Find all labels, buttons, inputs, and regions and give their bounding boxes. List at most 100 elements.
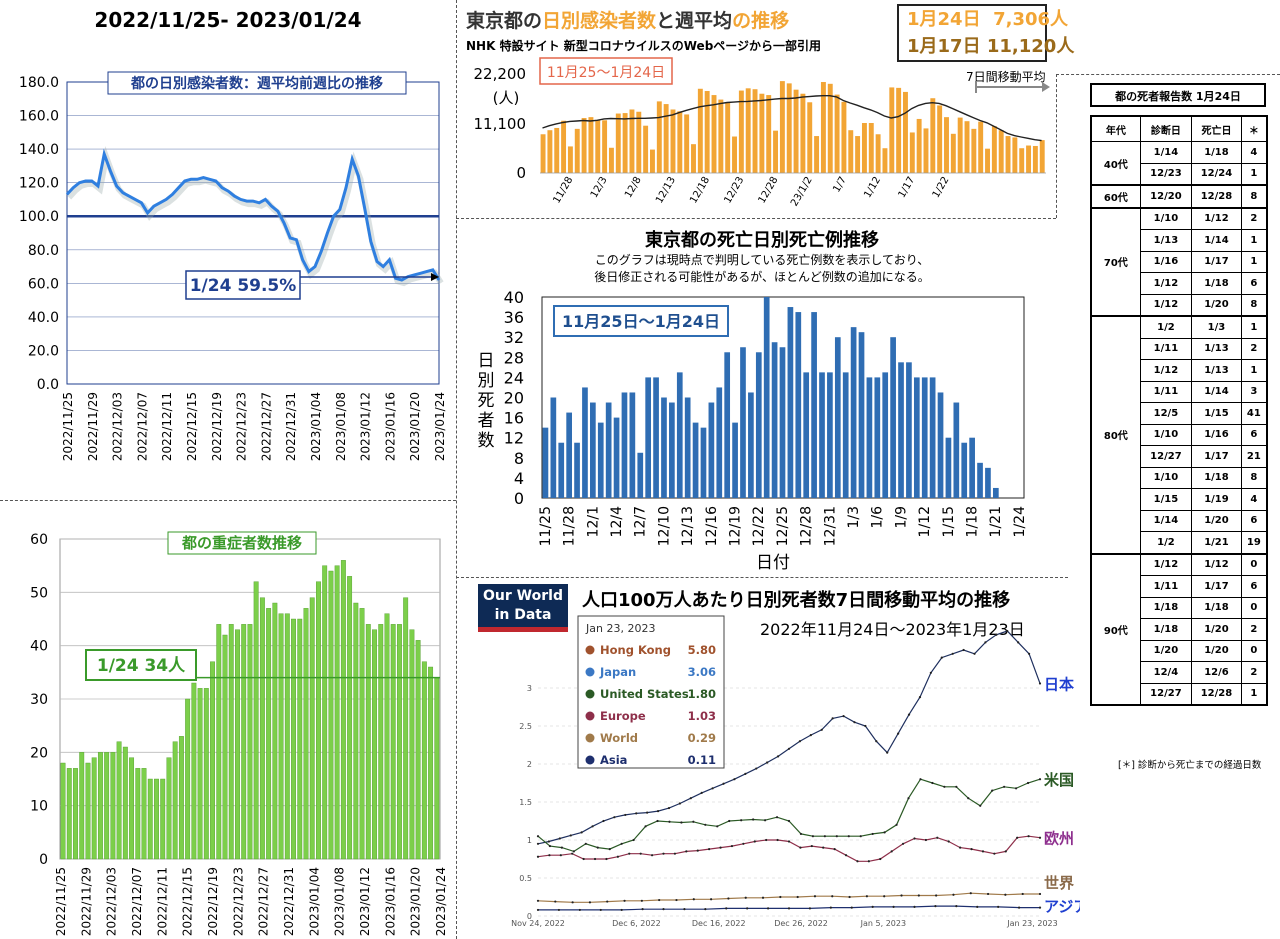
series-point: [536, 835, 540, 838]
case-bar: [1005, 136, 1011, 173]
severe-bar: [60, 762, 66, 860]
series-point: [809, 734, 812, 737]
x-tick-label: 1/15: [941, 506, 957, 537]
summary-line-2: 1月17日 11,120人: [907, 33, 1074, 60]
y-tick-label: 2.5: [519, 722, 532, 731]
table-row: 12/5 1/15 41: [1091, 402, 1268, 425]
series-point: [970, 848, 973, 851]
end-label-japan: 日本: [1044, 675, 1074, 693]
series-point: [844, 854, 848, 857]
series-point: [991, 789, 994, 792]
ratio-series-line: [65, 148, 441, 282]
death-bar: [890, 337, 896, 498]
severe-bar: [160, 778, 166, 860]
case-bar: [848, 130, 854, 173]
y-tick-label: 120.0: [19, 176, 59, 192]
series-point: [593, 857, 597, 861]
x-tick-label: 2022/12/31: [284, 392, 298, 461]
y-tick-label: 0: [514, 489, 524, 508]
diagnosis-date-cell: 1/2: [1139, 531, 1193, 554]
series-point: [850, 906, 853, 909]
case-bar: [964, 121, 970, 173]
series-point: [1038, 906, 1042, 909]
x-tick-label: 2023/01/12: [358, 867, 372, 936]
death-bar: [874, 377, 881, 498]
series-point: [853, 721, 856, 724]
series-point: [571, 901, 574, 904]
legend-series-name: Hong Kong: [600, 643, 671, 657]
death-bar: [550, 397, 557, 498]
y-tick-label: 16: [504, 409, 524, 428]
series-point: [1038, 836, 1042, 839]
x-tick-label: 2022/12/19: [206, 867, 220, 936]
case-bar: [656, 101, 662, 173]
death-date-cell: 1/18: [1191, 466, 1242, 489]
case-bar: [684, 114, 690, 173]
case-bar: [711, 95, 717, 173]
legend-date: Jan 23, 2023: [585, 622, 655, 635]
series-point: [865, 895, 868, 898]
case-bar: [786, 83, 792, 173]
severe-bar: [73, 768, 78, 860]
diagnosis-date-cell: 1/11: [1139, 380, 1193, 403]
x-tick-label: 2022/12/15: [181, 867, 195, 936]
series-point: [936, 836, 939, 839]
x-tick-label: Dec 16, 2022: [692, 919, 746, 928]
diagnosis-date-cell: 1/10: [1139, 466, 1193, 489]
case-bar: [868, 123, 874, 173]
days-cell: 2: [1240, 661, 1268, 684]
severe-bar: [390, 624, 396, 860]
death-date-cell: 1/20: [1191, 618, 1242, 641]
death-date-cell: 1/20: [1191, 639, 1242, 662]
x-tick-label: 12/25: [775, 506, 791, 546]
case-bar: [650, 149, 655, 173]
x-tick-label: 2022/12/23: [231, 867, 245, 936]
death-date-cell: 1/18: [1191, 596, 1242, 619]
table-row: 1/12 1/18 6: [1091, 272, 1268, 295]
case-bar: [991, 126, 997, 173]
divider-horizontal-mid1: [456, 218, 1056, 219]
series-point: [596, 846, 599, 849]
y-tick-label: 11,100: [474, 115, 527, 133]
days-cell: 4: [1240, 141, 1268, 164]
case-bar: [636, 111, 642, 173]
death-date-cell: 1/14: [1191, 229, 1242, 252]
series-point: [986, 892, 990, 896]
death-date-cell: 1/20: [1191, 509, 1242, 532]
series-point: [796, 895, 799, 899]
series-point: [962, 648, 965, 652]
table-row: 70代 1/10 1/12 2: [1090, 207, 1268, 317]
series-point: [727, 897, 730, 900]
series-point: [951, 652, 954, 655]
case-bar: [725, 102, 731, 173]
death-bar: [542, 427, 549, 498]
series-point: [895, 823, 898, 826]
x-tick-label: 11/28: [551, 175, 575, 205]
case-bar: [759, 93, 765, 173]
case-bar: [608, 147, 614, 173]
case-bar: [622, 113, 628, 173]
severe-bar: [154, 778, 159, 860]
series-point: [761, 896, 765, 899]
x-tick-label: 2023/01/12: [359, 392, 373, 461]
x-tick-label: 2022/12/11: [160, 392, 174, 461]
y-tick-label: 30: [30, 692, 48, 708]
death-date-cell: 1/16: [1191, 423, 1242, 446]
x-tick-label: Nov 24, 2022: [511, 919, 565, 928]
panel3-note-2: 後日修正される可能性があるが、ほとんど例数の追加になる。: [594, 270, 930, 284]
summary-value-2: 11,120人: [986, 36, 1075, 57]
diagnosis-date-cell: 1/11: [1139, 337, 1193, 360]
owid-logo: Our World in Data: [478, 584, 568, 632]
death-date-cell: 1/17: [1191, 575, 1242, 598]
series-point: [917, 894, 920, 897]
series-point: [798, 740, 802, 743]
series-point: [997, 905, 1000, 908]
death-bar: [827, 372, 833, 498]
severe-bar: [266, 608, 272, 860]
series-point: [779, 895, 782, 899]
series-point: [907, 797, 910, 800]
death-bar: [945, 437, 952, 498]
diagnosis-date-cell: 12/5: [1139, 402, 1193, 425]
series-point: [919, 778, 922, 781]
days-cell: 0: [1240, 596, 1268, 619]
